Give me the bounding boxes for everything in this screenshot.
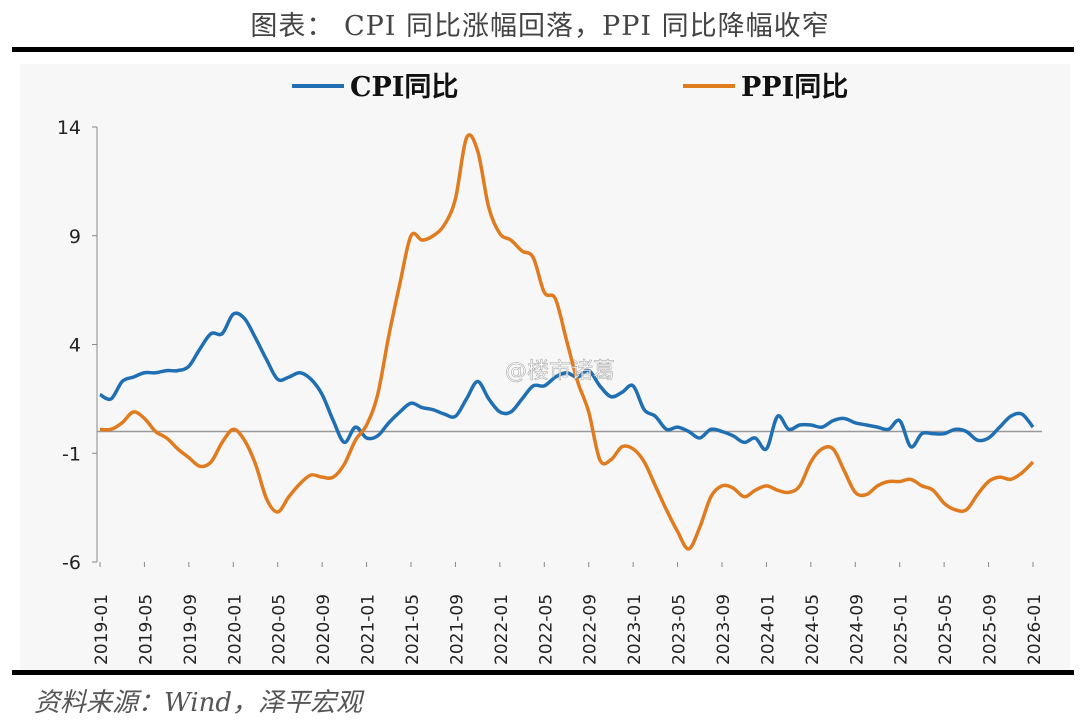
cpi-series-line: [99, 311, 1035, 452]
y-tick-label: 9: [69, 226, 81, 248]
x-tick-label: 2019-01: [92, 594, 112, 665]
y-tick-label: -6: [62, 552, 81, 574]
x-tick-label: 2022-09: [581, 594, 601, 665]
x-tick-label: 2023-09: [714, 594, 734, 665]
legend-label-ppi: PPI同比: [741, 72, 848, 103]
x-tick-label: 2019-05: [136, 594, 156, 665]
chart-title: 图表： CPI 同比涨幅回落，PPI 同比降幅收窄: [250, 11, 830, 42]
x-tick-label: 2025-05: [936, 594, 956, 665]
source-note: 资料来源：Wind，泽平宏观: [34, 688, 362, 718]
x-tick-label: 2024-05: [803, 594, 823, 665]
x-tick-label: 2021-01: [359, 594, 379, 665]
x-tick-label: 2024-09: [847, 594, 867, 665]
y-tick-label: 14: [57, 117, 81, 139]
x-tick-label: 2020-05: [270, 594, 290, 665]
x-tick-label: 2020-01: [225, 594, 245, 665]
y-tick-label: -1: [62, 443, 81, 465]
x-tick-label: 2019-09: [181, 594, 201, 665]
x-tick-label: 2024-01: [758, 594, 778, 665]
top-rule: [12, 47, 1074, 52]
x-tick-label: 2025-09: [981, 594, 1001, 665]
bottom-rule: [12, 670, 1074, 675]
ppi-series-line: [99, 133, 1035, 551]
legend-label-cpi: CPI同比: [350, 72, 458, 103]
watermark: @楼市诸葛: [505, 359, 615, 384]
x-tick-label: 2021-05: [403, 594, 423, 665]
x-tick-label: 2020-09: [314, 594, 334, 665]
x-tick-label: 2023-05: [670, 594, 690, 665]
x-tick-label: 2025-01: [892, 594, 912, 665]
plot-background: [20, 64, 1070, 670]
x-tick-label: 2022-05: [536, 594, 556, 665]
x-tick-label: 2022-01: [492, 594, 512, 665]
x-tick-label: 2021-09: [447, 594, 467, 665]
x-tick-label: 2023-01: [625, 594, 645, 665]
y-tick-label: 4: [69, 335, 81, 357]
x-tick-label: 2026-01: [1025, 594, 1045, 665]
